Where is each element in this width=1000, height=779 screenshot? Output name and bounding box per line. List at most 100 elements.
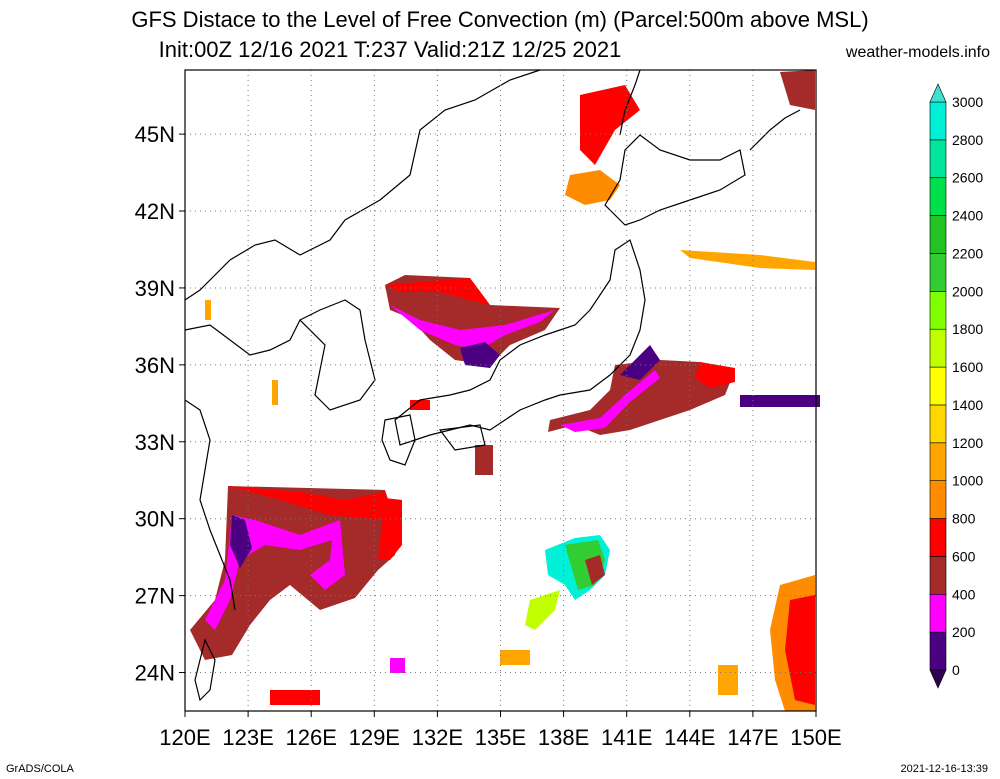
colorbar-label: 400 bbox=[952, 586, 976, 602]
shade-japan-sea-core bbox=[460, 342, 500, 368]
shade-cell bbox=[740, 395, 820, 407]
colorbar-label: 1800 bbox=[952, 321, 983, 337]
coast-korea bbox=[298, 299, 376, 411]
coast-hokkaido bbox=[604, 134, 746, 226]
colorbar-label: 2200 bbox=[952, 245, 983, 261]
lat-tick-label: 24N bbox=[135, 661, 175, 686]
colorbar-label: 2800 bbox=[952, 132, 983, 148]
lon-tick-label: 147E bbox=[727, 725, 778, 750]
shade-cell bbox=[718, 665, 738, 695]
colorbar-segment bbox=[929, 404, 947, 444]
lon-tick-label: 135E bbox=[475, 725, 526, 750]
shade-ecs-edge bbox=[228, 486, 385, 520]
colorbar-label: 1000 bbox=[952, 473, 983, 489]
lon-tick-label: 138E bbox=[538, 725, 589, 750]
colorbar-top-arrow bbox=[929, 83, 947, 103]
map-subtitle: Init:00Z 12/16 2021 T:237 Valid:21Z 12/2… bbox=[158, 37, 622, 62]
colorbar-segment bbox=[929, 442, 947, 481]
colorbar-label: 1400 bbox=[952, 397, 983, 413]
colorbar-label: 2400 bbox=[952, 208, 983, 224]
shade-cell bbox=[270, 690, 320, 705]
shade-hokkaido bbox=[565, 170, 620, 205]
footer-timestamp: 2021-12-16-13:39 bbox=[900, 763, 988, 775]
lon-tick-label: 120E bbox=[159, 725, 210, 750]
shade-ryukyu-edge bbox=[378, 498, 402, 560]
colorbar-label: 1200 bbox=[952, 435, 983, 451]
colorbar-label: 800 bbox=[952, 511, 976, 527]
coast-kurils bbox=[749, 109, 801, 151]
colorbar-segment bbox=[929, 253, 947, 292]
colorbar-bottom-arrow bbox=[929, 669, 947, 689]
shade-cell bbox=[475, 445, 493, 475]
map-title: GFS Distace to the Level of Free Convect… bbox=[131, 7, 869, 32]
lat-tick-label: 39N bbox=[135, 276, 175, 301]
colorbar-segment bbox=[929, 593, 947, 633]
shade-japan-sea-edge bbox=[385, 278, 490, 305]
colorbar-segment bbox=[929, 480, 947, 519]
colorbar: 0 200 400 600 800 1000 1200 1400 1600 1800 2000 220… bbox=[929, 83, 983, 689]
shade-east-strip bbox=[680, 250, 815, 270]
shaded-field bbox=[190, 70, 820, 711]
shade-cell bbox=[390, 658, 405, 673]
shade-green-core bbox=[585, 555, 605, 585]
colorbar-label: 2000 bbox=[952, 283, 983, 299]
shade-se-inner bbox=[785, 595, 815, 705]
colorbar-label: 600 bbox=[952, 548, 976, 564]
colorbar-segment bbox=[929, 139, 947, 179]
shade-pacific-east-edge bbox=[695, 362, 735, 388]
coast-sakhalin bbox=[619, 69, 641, 136]
lon-tick-label: 129E bbox=[349, 725, 400, 750]
lon-tick-label: 144E bbox=[664, 725, 715, 750]
colorbar-label: 1600 bbox=[952, 359, 983, 375]
coast-mainland bbox=[184, 69, 541, 301]
colorbar-segment bbox=[929, 518, 947, 557]
lon-tick-label: 126E bbox=[286, 725, 337, 750]
colorbar-segment bbox=[929, 328, 947, 368]
lat-tick-label: 27N bbox=[135, 584, 175, 609]
shade-kuril bbox=[780, 70, 815, 110]
grid-lines bbox=[185, 70, 816, 711]
lon-tick-label: 132E bbox=[412, 725, 463, 750]
shade-japan-sea-band bbox=[390, 305, 555, 350]
shade-pacific-east bbox=[548, 360, 735, 435]
colorbar-label: 3000 bbox=[952, 94, 983, 110]
colorbar-segment bbox=[929, 366, 947, 406]
lon-axis: 120E 123E 126E 129E 132E 135E 138E 141E 144E 147E… bbox=[159, 711, 842, 750]
coast-kyushu bbox=[381, 414, 416, 466]
footer-software: GrADS/COLA bbox=[6, 763, 74, 775]
colorbar-segment bbox=[929, 101, 947, 141]
colorbar-segment bbox=[929, 215, 947, 254]
colorbar-segment bbox=[929, 631, 947, 671]
shade-pacific-core bbox=[620, 345, 660, 380]
lat-axis: 24N 27N 30N 33N 36N 39N 42N 45N bbox=[135, 122, 185, 686]
colorbar-segment bbox=[929, 291, 947, 330]
colorbar-segment bbox=[929, 177, 947, 216]
lon-tick-label: 150E bbox=[790, 725, 841, 750]
shade-pacific-band bbox=[560, 370, 660, 432]
lat-tick-label: 30N bbox=[135, 507, 175, 532]
shade-yellow-green bbox=[525, 590, 560, 630]
colorbar-label: 2600 bbox=[952, 170, 983, 186]
coast-taiwan bbox=[194, 638, 216, 702]
shade-cell bbox=[410, 400, 430, 410]
colorbar-segment bbox=[929, 556, 947, 595]
lat-tick-label: 36N bbox=[135, 353, 175, 378]
lon-tick-label: 141E bbox=[601, 725, 652, 750]
site-credit: weather-models.info bbox=[845, 44, 990, 61]
shade-japan-sea bbox=[385, 275, 560, 365]
shade-okhotsk bbox=[580, 85, 640, 165]
shade-cell bbox=[500, 650, 530, 665]
coast-shikoku bbox=[438, 424, 486, 451]
shade-cell bbox=[205, 300, 211, 320]
shade-cell bbox=[272, 380, 278, 405]
coast-bohai bbox=[184, 319, 301, 356]
lat-tick-label: 42N bbox=[135, 199, 175, 224]
lat-tick-label: 33N bbox=[135, 430, 175, 455]
colorbar-label: 0 bbox=[952, 662, 960, 678]
lat-tick-label: 45N bbox=[135, 122, 175, 147]
coast-china-east bbox=[184, 399, 236, 611]
colorbar-label: 200 bbox=[952, 624, 976, 640]
shade-ecs-core bbox=[230, 515, 252, 568]
lon-tick-label: 123E bbox=[222, 725, 273, 750]
